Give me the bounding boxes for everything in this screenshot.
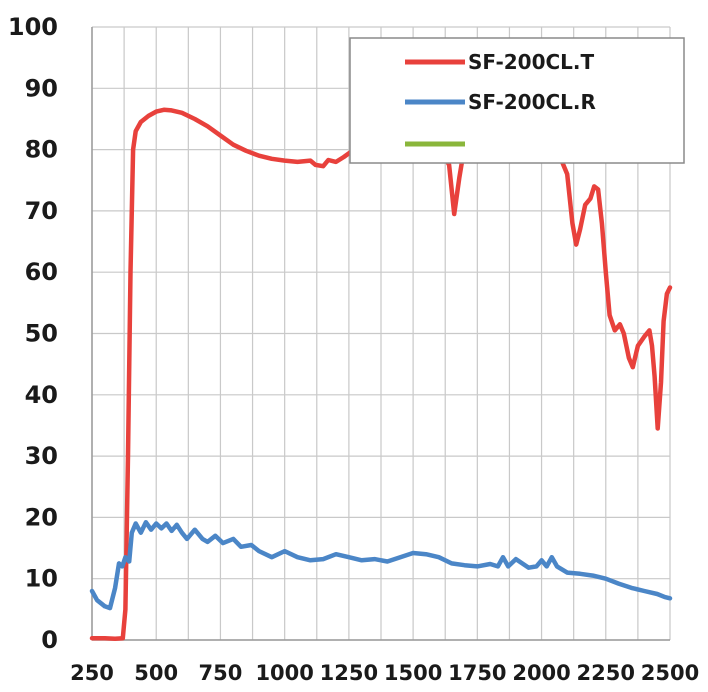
y-tick-label: 0	[41, 626, 58, 654]
x-tick-label: 2500	[641, 661, 699, 685]
y-tick-label: 30	[25, 442, 58, 470]
y-tick-label: 40	[25, 381, 58, 409]
x-tick-label: 2000	[512, 661, 570, 685]
y-tick-label: 10	[25, 565, 58, 593]
x-tick-label: 1250	[320, 661, 378, 685]
y-tick-label: 50	[25, 320, 58, 348]
y-tick-label: 80	[25, 136, 58, 164]
y-tick-label: 90	[25, 74, 58, 102]
chart-grid	[91, 26, 671, 641]
y-tick-label: 60	[25, 258, 58, 286]
x-tick-label: 750	[199, 661, 243, 685]
y-axis-ticks: 0 10 20 30 40 50 60 70 80 90 100	[8, 13, 58, 654]
legend: SF-200CL.T SF-200CL.R	[349, 37, 685, 164]
x-tick-label: 1750	[448, 661, 506, 685]
legend-label-2: SF-200CL.R	[468, 90, 596, 114]
y-tick-label: 100	[8, 13, 58, 41]
y-tick-label: 20	[25, 503, 58, 531]
y-tick-label: 70	[25, 197, 58, 225]
x-tick-label: 500	[134, 661, 178, 685]
x-tick-label: 2250	[577, 661, 635, 685]
legend-label-1: SF-200CL.T	[468, 50, 595, 74]
x-axis-ticks: 250 500 750 1000 1250 1500 1750 2000 2250 2500	[70, 661, 699, 685]
x-tick-label: 1000	[255, 661, 313, 685]
series-line-2	[89, 520, 673, 611]
x-tick-label: 1500	[384, 661, 442, 685]
x-tick-label: 250	[70, 661, 114, 685]
